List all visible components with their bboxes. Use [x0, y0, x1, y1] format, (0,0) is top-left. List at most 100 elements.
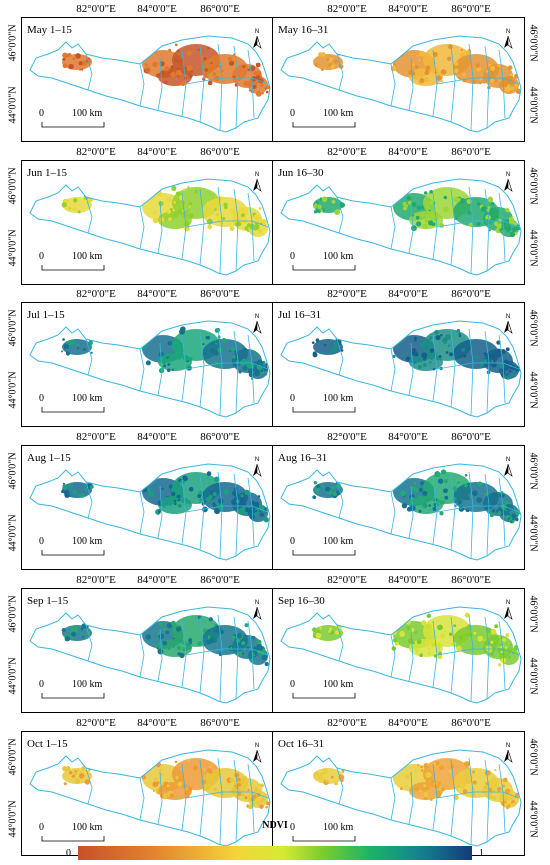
vegetation-pixel [264, 793, 268, 797]
vegetation-pixel [61, 627, 66, 633]
vegetation-pixel [228, 60, 235, 66]
longitude-label: 86°0'0"E [200, 717, 240, 729]
vegetation-pixel [460, 355, 463, 358]
vegetation-pixel [506, 374, 512, 380]
county-boundary [336, 338, 344, 376]
vegetation-pixel [416, 54, 419, 57]
vegetation-pixel [503, 777, 508, 783]
vegetation-pixel [440, 333, 443, 337]
latitude-label: 44°0'0"N [7, 229, 19, 267]
vegetation-pixel [434, 329, 439, 335]
vegetation-pixel [427, 651, 431, 656]
longitude-label: 84°0'0"E [137, 574, 177, 586]
panel-title: Jun 16–30 [278, 167, 324, 179]
vegetation-pixel [148, 491, 154, 498]
vegetation-pixel [510, 73, 514, 77]
vegetation-pixel [483, 352, 487, 356]
vegetation-pixel [71, 774, 75, 778]
vegetation-pixel [478, 81, 482, 85]
vegetation-pixel [413, 630, 418, 634]
vegetation-pixel [339, 202, 345, 208]
region-boundary [280, 35, 522, 133]
north-arrow-icon: N [253, 600, 262, 620]
vegetation-pixel [253, 71, 258, 76]
vegetation-pixel [188, 501, 192, 505]
county-boundary [336, 624, 344, 662]
scale-bar [292, 407, 356, 413]
vegetation-pixel [315, 201, 319, 204]
vegetation-pixel [174, 43, 178, 47]
vegetation-pixel [424, 793, 429, 798]
vegetation-pixel [411, 202, 417, 208]
vegetation-pixel [482, 364, 485, 367]
vegetation-pixel [480, 206, 487, 213]
longitude-label: 86°0'0"E [200, 288, 240, 300]
vegetation-pixel [313, 205, 317, 209]
region-map: N [280, 600, 522, 704]
vegetation-pixel [490, 201, 495, 206]
vegetation-pixel [460, 48, 463, 52]
vegetation-pixel [188, 638, 193, 643]
vegetation-pixel [157, 510, 161, 514]
scale-zero-label: 0 [290, 536, 295, 547]
scale-distance-label: 100 km [72, 822, 103, 833]
vegetation-pixel [454, 61, 459, 66]
map-panel: Oct 16–31 N 0 100 km [272, 731, 525, 856]
vegetation-pixel [509, 231, 516, 238]
vegetation-pixel [496, 348, 501, 353]
vegetation-pixel [212, 492, 217, 497]
vegetation-pixel [197, 494, 202, 498]
vegetation-pixel [428, 504, 432, 507]
county-boundary [139, 777, 145, 821]
county-boundary [450, 616, 456, 694]
vegetation-pixel [415, 648, 420, 653]
vegetation-pixel [197, 615, 202, 619]
vegetation-pixel [175, 626, 182, 632]
vegetation-pixel [174, 502, 177, 506]
vegetation-pixel [203, 56, 207, 61]
vegetation-pixel [436, 648, 441, 653]
vegetation-pixel [81, 68, 84, 71]
vegetation-patch [409, 68, 443, 86]
county-boundary [484, 473, 490, 557]
vegetation-pixel [415, 77, 418, 80]
vegetation-pixel [502, 80, 509, 87]
county-boundary [408, 485, 414, 539]
vegetation-pixel [441, 80, 444, 83]
vegetation-pixel [255, 62, 261, 68]
vegetation-pixel [64, 634, 67, 637]
vegetation-pixel [464, 612, 470, 618]
scale-distance-label: 100 km [72, 393, 103, 404]
longitude-label: 86°0'0"E [200, 3, 240, 15]
vegetation-pixel [448, 632, 453, 636]
vegetation-pixel [209, 637, 215, 643]
vegetation-pixel [312, 495, 317, 500]
map-panel: May 1–15 N 0 100 km [21, 17, 274, 142]
county-boundary [436, 505, 520, 513]
map-panel: Jun 1–15 N 0 100 km [21, 160, 274, 285]
vegetation-pixel [429, 200, 434, 206]
scale-bar [41, 122, 105, 128]
colorbar-max-label: 1 [479, 848, 484, 859]
vegetation-pixel [236, 777, 242, 782]
vegetation-pixel [259, 804, 264, 809]
vegetation-pixel [399, 787, 403, 791]
vegetation-pixel [154, 777, 158, 781]
vegetation-pixel [168, 217, 172, 221]
longitude-label: 86°0'0"E [200, 146, 240, 158]
vegetation-pixel [457, 481, 460, 484]
county-boundary [85, 481, 93, 519]
vegetation-pixel [400, 490, 407, 497]
map-panel: Jun 16–30 N 0 100 km [272, 160, 525, 285]
vegetation-patch [313, 768, 343, 784]
vegetation-pixel [185, 792, 190, 797]
vegetation-pixel [443, 195, 448, 200]
vegetation-pixel [145, 360, 151, 366]
vegetation-pixel [237, 634, 242, 639]
vegetation-pixel [439, 511, 442, 514]
longitude-label: 84°0'0"E [137, 3, 177, 15]
vegetation-pixel [185, 647, 189, 651]
county-boundary [233, 188, 239, 272]
vegetation-pixel [173, 200, 176, 204]
county-boundary [436, 648, 520, 656]
